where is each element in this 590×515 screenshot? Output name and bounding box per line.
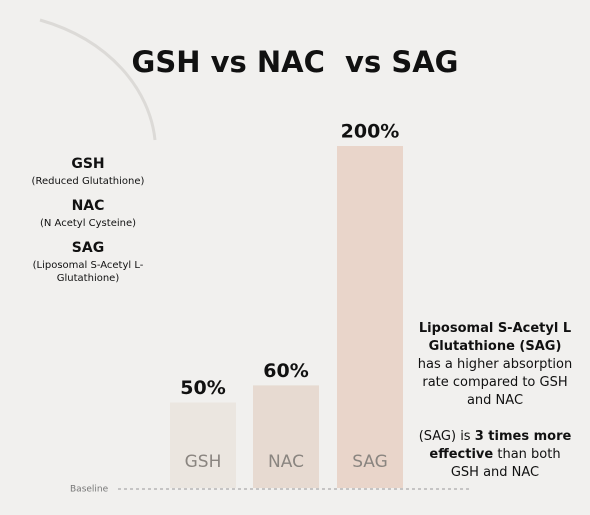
definition-name: SAG [71, 240, 105, 256]
note2-bold: 3 times more effective [429, 429, 572, 462]
definition-name: NAC [71, 198, 105, 214]
category-label: SAG [352, 452, 388, 472]
definition-description: (N Acetyl Cysteine) [39, 218, 137, 229]
definition-name: GSH [71, 156, 105, 172]
note: Liposomal S-Acetyl L Glutathione (SAG) h… [415, 320, 575, 482]
value-label: 50% [180, 377, 225, 399]
leaf-decoration [39, 18, 157, 141]
value-label: 60% [263, 360, 308, 382]
chart-title: GSH vs NAC vs SAG [132, 45, 459, 79]
note-heading: Liposomal S-Acetyl L Glutathione (SAG) [418, 321, 572, 354]
definitions: GSH (Reduced Glutathione) NAC (N Acetyl Cys… [18, 146, 158, 285]
definition-description: (Liposomal S-Acetyl L-Glutathione) [32, 260, 144, 284]
note-text: has a higher absorption rate compared to… [417, 357, 573, 408]
note2: (SAG) is 3 times more effective than bot… [415, 428, 575, 482]
bar [337, 146, 403, 488]
note2-before: (SAG) is [418, 429, 471, 444]
category-label: GSH [185, 452, 222, 472]
bar [253, 385, 319, 488]
bar [170, 402, 236, 488]
baseline-label: Baseline [70, 485, 109, 495]
note2-after: than both GSH and NAC [450, 447, 561, 480]
definition-description: (Reduced Glutathione) [31, 176, 145, 187]
category-label: NAC [268, 452, 304, 472]
value-label: 200% [341, 121, 400, 143]
